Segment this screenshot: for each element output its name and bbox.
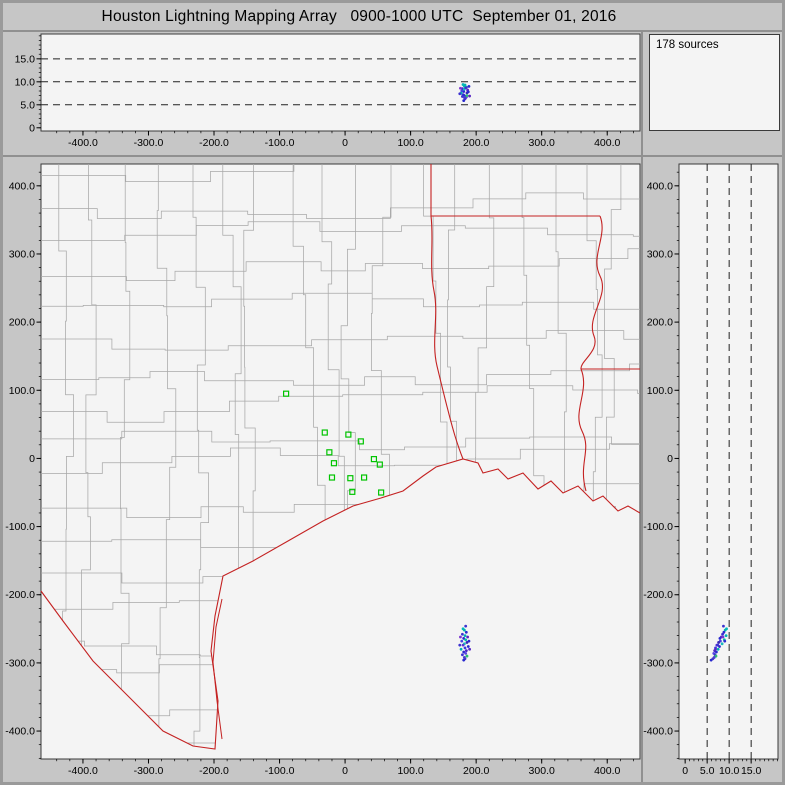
svg-text:-300.0: -300.0 xyxy=(134,137,164,149)
axis-ticks xyxy=(674,171,778,764)
svg-text:5.0: 5.0 xyxy=(700,765,715,777)
svg-text:400.0: 400.0 xyxy=(594,137,620,149)
svg-text:-200.0: -200.0 xyxy=(5,589,35,601)
axis-ticks xyxy=(36,171,634,764)
svg-text:0: 0 xyxy=(342,137,348,149)
svg-text:15.0: 15.0 xyxy=(15,53,36,65)
sources-count-label: 178 sources xyxy=(656,39,719,51)
svg-text:100.0: 100.0 xyxy=(397,765,423,777)
svg-text:0: 0 xyxy=(682,765,688,777)
sources-count-panel: 178 sources xyxy=(649,34,780,131)
padre-island-line xyxy=(212,598,223,740)
svg-text:-200.0: -200.0 xyxy=(199,765,229,777)
window-title: Houston Lightning Mapping Array 0900-100… xyxy=(101,8,617,25)
divider-middle xyxy=(3,155,782,157)
svg-text:10.0: 10.0 xyxy=(15,76,36,88)
svg-text:100.0: 100.0 xyxy=(9,385,35,397)
svg-text:-200.0: -200.0 xyxy=(199,137,229,149)
svg-text:-300.0: -300.0 xyxy=(643,657,673,669)
svg-text:-100.0: -100.0 xyxy=(265,765,295,777)
svg-text:10.0: 10.0 xyxy=(719,765,740,777)
svg-text:400.0: 400.0 xyxy=(647,180,673,192)
plan-view-panel: -400.0 -300.0 -200.0 -100.0 0 100.0 200.0 300.0… xyxy=(5,163,641,777)
svg-text:200.0: 200.0 xyxy=(9,317,35,329)
svg-text:300.0: 300.0 xyxy=(529,137,555,149)
svg-text:300.0: 300.0 xyxy=(647,248,673,260)
svg-text:-300.0: -300.0 xyxy=(134,765,164,777)
lightning-sources xyxy=(458,624,472,662)
svg-text:100.0: 100.0 xyxy=(397,137,423,149)
svg-text:-400.0: -400.0 xyxy=(68,137,98,149)
ns-altitude-panel: 0 5.0 10.0 15.0 400.0 300.0 200.0 100.0 0 -100.0 -… xyxy=(643,163,779,777)
axis-tick-labels: -400.0 -300.0 -200.0 -100.0 0 100.0 200.0 300.0… xyxy=(5,180,620,777)
axis-tick-labels: 0 5.0 10.0 15.0 400.0 300.0 200.0 100.0 0 -100.0 -… xyxy=(643,180,761,777)
svg-text:-400.0: -400.0 xyxy=(68,765,98,777)
svg-text:-300.0: -300.0 xyxy=(5,657,35,669)
axis-ticks xyxy=(36,35,634,136)
svg-text:300.0: 300.0 xyxy=(9,248,35,260)
svg-text:-100.0: -100.0 xyxy=(5,521,35,533)
svg-text:0: 0 xyxy=(342,765,348,777)
source-points xyxy=(709,624,728,662)
divider-top xyxy=(3,30,782,32)
divider-vertical xyxy=(641,30,643,782)
svg-text:-400.0: -400.0 xyxy=(5,726,35,738)
ew-altitude-plot-area[interactable] xyxy=(40,33,641,132)
svg-text:-100.0: -100.0 xyxy=(265,137,295,149)
plan-view-plot-area[interactable] xyxy=(40,163,641,760)
axis-tick-labels: -400.0 -300.0 -200.0 -100.0 0 100.0 200.0 300.0… xyxy=(15,53,621,149)
svg-text:0: 0 xyxy=(667,453,673,465)
svg-text:0: 0 xyxy=(29,122,35,134)
lma-stations xyxy=(283,390,385,496)
coastline-and-rio-grande xyxy=(40,458,641,750)
svg-text:-400.0: -400.0 xyxy=(643,726,673,738)
svg-text:400.0: 400.0 xyxy=(594,765,620,777)
svg-text:5.0: 5.0 xyxy=(20,99,35,111)
svg-text:200.0: 200.0 xyxy=(463,137,489,149)
svg-text:-100.0: -100.0 xyxy=(643,521,673,533)
svg-text:15.0: 15.0 xyxy=(741,765,762,777)
svg-text:100.0: 100.0 xyxy=(647,385,673,397)
source-points xyxy=(458,83,472,103)
svg-text:-200.0: -200.0 xyxy=(643,589,673,601)
ns-altitude-plot-area[interactable] xyxy=(678,163,779,760)
state-borders xyxy=(430,164,640,492)
ew-altitude-panel: -400.0 -300.0 -200.0 -100.0 0 100.0 200.0 300.0… xyxy=(15,33,641,149)
svg-text:0: 0 xyxy=(29,453,35,465)
svg-text:300.0: 300.0 xyxy=(529,765,555,777)
svg-text:400.0: 400.0 xyxy=(9,180,35,192)
svg-text:200.0: 200.0 xyxy=(647,317,673,329)
svg-text:200.0: 200.0 xyxy=(463,765,489,777)
